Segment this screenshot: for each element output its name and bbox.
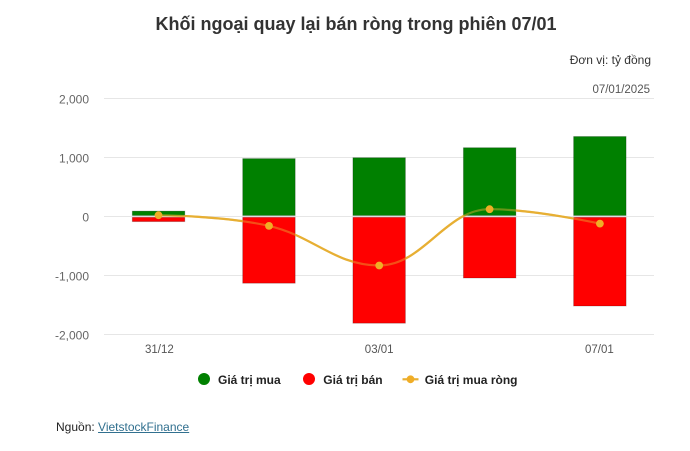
svg-text:2,000: 2,000 [59,93,89,107]
svg-text:03/01: 03/01 [365,344,394,356]
svg-text:31/12: 31/12 [145,344,174,356]
svg-text:07/01: 07/01 [585,344,614,356]
svg-text:-2,000: -2,000 [55,329,89,343]
svg-text:0: 0 [82,211,89,225]
svg-text:1,000: 1,000 [59,152,89,166]
svg-text:-1,000: -1,000 [55,270,89,284]
